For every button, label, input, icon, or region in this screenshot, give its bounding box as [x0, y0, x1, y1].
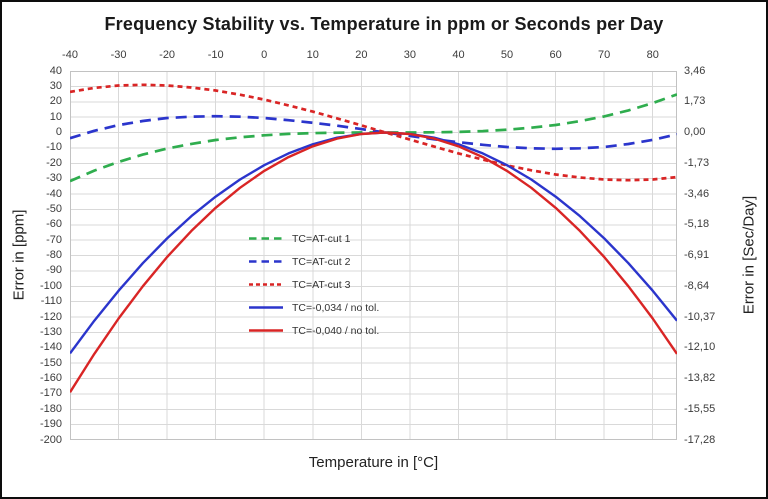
y-axis-left-tick-label: -100 — [39, 279, 62, 292]
y-axis-left-tick-label: -160 — [39, 372, 62, 384]
y-axis-right-tick-label: 3,46 — [684, 64, 706, 77]
legend-item: TC=-0,040 / no tol. — [249, 319, 379, 342]
y-axis-left-tick-label: -110 — [40, 295, 62, 308]
x-axis-tick-label: 20 — [355, 49, 368, 61]
y-axis-right-tick-label: 1,73 — [684, 95, 706, 108]
series-line-4 — [70, 131, 677, 393]
legend-swatch — [249, 329, 283, 332]
y-axis-right-tick-label: 0,00 — [684, 126, 706, 138]
x-axis-tick-label: -30 — [110, 49, 127, 61]
x-axis-tick-label: -10 — [207, 49, 224, 61]
y-axis-right-tick-label: -8,64 — [684, 279, 710, 292]
y-axis-left-tick-label: -120 — [39, 310, 62, 323]
y-axis-left-tick-label: 30 — [49, 79, 62, 92]
x-axis-tick-label: 80 — [646, 49, 659, 61]
y-axis-left-tick-label: -170 — [39, 387, 62, 400]
x-axis-tick-label: 0 — [261, 49, 268, 61]
x-axis-tick-label: 70 — [598, 49, 611, 61]
legend-swatch — [249, 237, 283, 240]
legend-item: TC=-0,034 / no tol. — [249, 296, 379, 319]
x-axis-tick-label: -20 — [159, 49, 176, 61]
y-axis-left-tick-label: -40 — [46, 187, 62, 200]
y-axis-left-tick-label: -140 — [39, 341, 62, 354]
legend-swatch — [249, 260, 283, 263]
y-axis-right-tick-label: -13,82 — [684, 372, 716, 384]
series-line-0 — [70, 93, 677, 183]
y-axis-left-tick-label: 20 — [49, 95, 62, 108]
legend-item: TC=AT-cut 1 — [249, 227, 379, 250]
chart-canvas — [70, 71, 677, 440]
legend-item: TC=AT-cut 2 — [249, 250, 379, 273]
y-axis-right-tick-label: -1,73 — [684, 156, 710, 169]
x-axis-tick-label: 50 — [500, 49, 514, 61]
x-axis-tick-label: 40 — [452, 49, 465, 61]
y-axis-left-tick-label: -150 — [39, 356, 62, 369]
y-axis-left-tick-label: -70 — [46, 233, 62, 246]
y-axis-left-tick-label: -10 — [46, 141, 62, 154]
y-axis-left-tick-label: -200 — [39, 433, 62, 446]
y-axis-right-tick-label: -6,91 — [684, 249, 710, 261]
legend-swatch — [249, 306, 283, 309]
y-axis-left-tick-label: -90 — [46, 264, 62, 277]
y-axis-left-tick-label: -190 — [39, 418, 62, 431]
plot-area: TC=AT-cut 1 TC=AT-cut 2 TC=AT-cut 3 TC=-0,0… — [70, 71, 677, 440]
y-axis-right-tick-label: -3,46 — [684, 187, 710, 200]
x-axis-tick-label: 10 — [306, 49, 319, 61]
y-axis-left-tick-label: -130 — [39, 325, 62, 338]
legend-item-label: TC=-0,034 / no tol. — [292, 301, 380, 314]
y-axis-left-tick-label: -50 — [46, 202, 62, 215]
y-axis-left-tick-label: -180 — [39, 402, 62, 415]
y-axis-left-tick-label: 40 — [49, 64, 62, 77]
x-axis-tick-label: -40 — [62, 49, 78, 61]
y-axis-left-tick-label: 10 — [49, 110, 62, 123]
y-axis-right-tick-label: -10,37 — [684, 310, 716, 323]
y-axis-right-tick-label: -12,10 — [684, 341, 716, 354]
legend-swatch — [249, 283, 283, 286]
y-axis-left-tick-label: -30 — [46, 172, 62, 185]
chart-title: Frequency Stability vs. Temperature in p… — [104, 14, 664, 34]
y-axis-left-tick-label: -60 — [46, 218, 62, 231]
x-axis-label: Temperature in [°C] — [308, 454, 439, 471]
series-line-2 — [70, 83, 677, 182]
legend-item: TC=AT-cut 3 — [249, 273, 379, 296]
y-axis-right-tick-label: -15,55 — [684, 402, 716, 415]
y-axis-left-tick-label: -20 — [46, 156, 62, 169]
legend-item-label: TC=-0,040 / no tol. — [292, 324, 380, 337]
y-axis-label-left: Error in [ppm] — [10, 209, 28, 301]
legend-item-label: TC=AT-cut 1 — [292, 232, 351, 245]
series-line-1 — [70, 114, 677, 151]
y-axis-left-tick-label: -80 — [46, 249, 62, 261]
x-axis-tick-label: 30 — [403, 49, 417, 61]
y-axis-left-tick-label: 0 — [55, 126, 62, 138]
y-axis-right-tick-label: -5,18 — [684, 218, 710, 231]
y-axis-right-tick-label: -17,28 — [684, 433, 716, 446]
legend-item-label: TC=AT-cut 2 — [292, 255, 351, 268]
legend-item-label: TC=AT-cut 3 — [292, 278, 351, 291]
plot-border — [70, 71, 677, 440]
y-axis-label-right: Error in [Sec/Day] — [740, 195, 758, 315]
x-axis-tick-label: 60 — [549, 49, 562, 61]
legend: TC=AT-cut 1 TC=AT-cut 2 TC=AT-cut 3 TC=-0,0… — [249, 227, 379, 342]
